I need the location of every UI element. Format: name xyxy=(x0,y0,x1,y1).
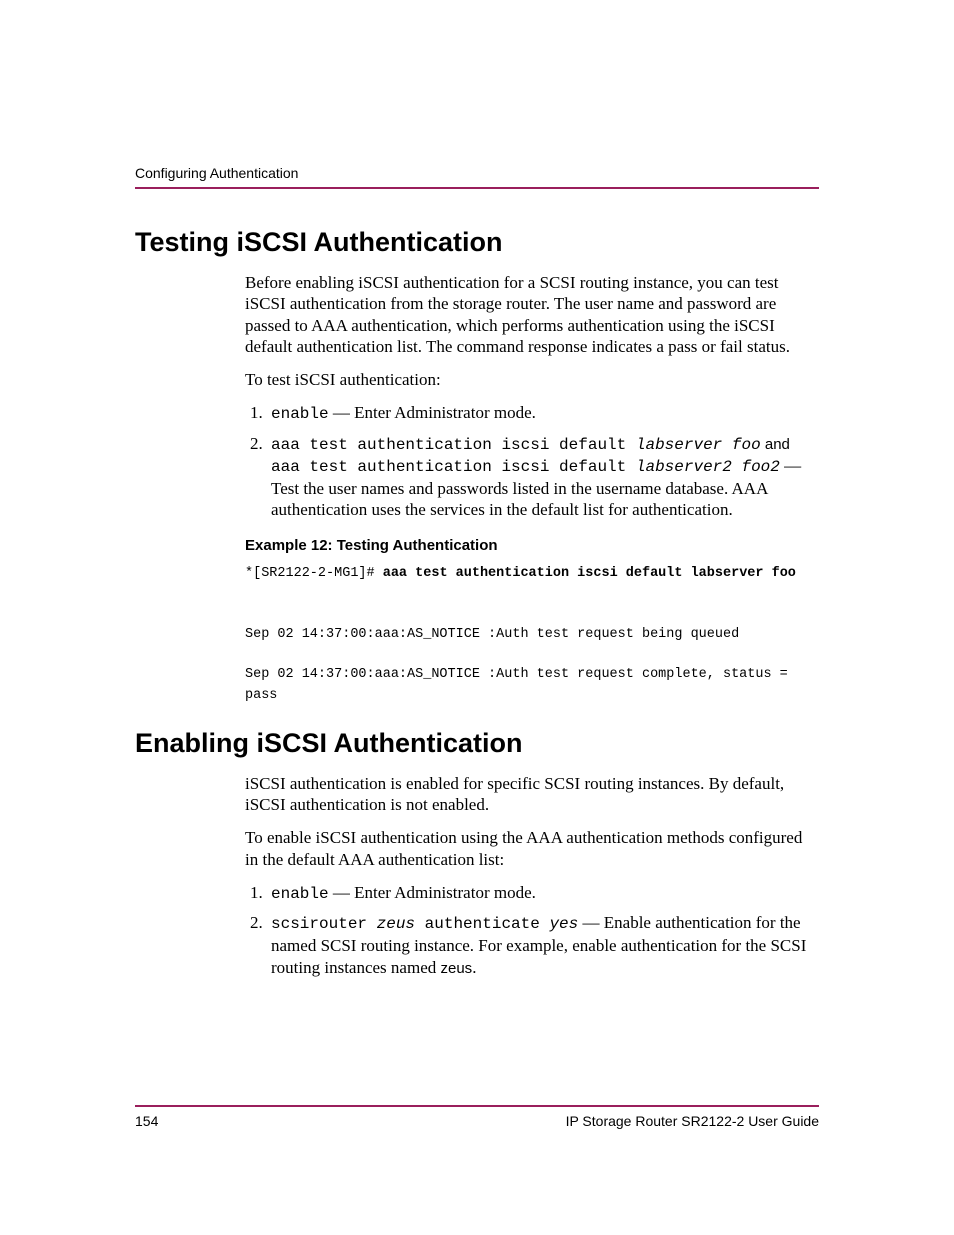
en-step2-cmd-mid: authenticate xyxy=(415,915,549,933)
enabling-intro: iSCSI authentication is enabled for spec… xyxy=(245,773,819,816)
heading-testing: Testing iSCSI Authentication xyxy=(135,227,819,258)
enabling-body: iSCSI authentication is enabled for spec… xyxy=(245,773,819,978)
testing-intro: Before enabling iSCSI authentication for… xyxy=(245,272,819,357)
step2-cmd2: aaa test authentication iscsi default xyxy=(271,458,636,476)
header-rule xyxy=(135,187,819,189)
testing-leadin: To test iSCSI authentication: xyxy=(245,369,819,390)
footer-row: 154 IP Storage Router SR2122-2 User Guid… xyxy=(135,1113,819,1129)
enabling-steps: enable — Enter Administrator mode. scsir… xyxy=(245,882,819,978)
testing-step-2: aaa test authentication iscsi default la… xyxy=(267,433,819,521)
step2-cmd1: aaa test authentication iscsi default xyxy=(271,436,636,454)
step1-desc: — Enter Administrator mode. xyxy=(329,403,536,422)
testing-steps: enable — Enter Administrator mode. aaa t… xyxy=(245,402,819,521)
testing-step-1: enable — Enter Administrator mode. xyxy=(267,402,819,424)
step1-cmd: enable xyxy=(271,405,329,423)
heading-enabling: Enabling iSCSI Authentication xyxy=(135,728,819,759)
step2-join: and xyxy=(761,436,790,453)
en-step2-desc-post: . xyxy=(472,958,476,977)
example-title: Example 12: Testing Authentication xyxy=(245,537,819,554)
en-step2-arg2: yes xyxy=(549,915,578,933)
doc-title: IP Storage Router SR2122-2 User Guide xyxy=(566,1113,819,1129)
en-step1-cmd: enable xyxy=(271,885,329,903)
code-block: *[SR2122-2-MG1]# aaa test authentication… xyxy=(245,564,819,706)
code-prompt: *[SR2122-2-MG1]# xyxy=(245,566,383,581)
running-header-text: Configuring Authentication xyxy=(135,165,819,181)
en-step1-desc: — Enter Administrator mode. xyxy=(329,883,536,902)
en-step2-cmd-pre: scsirouter xyxy=(271,915,377,933)
code-command: aaa test authentication iscsi default la… xyxy=(383,566,796,581)
enabling-step-2: scsirouter zeus authenticate yes — Enabl… xyxy=(267,912,819,978)
page-footer: 154 IP Storage Router SR2122-2 User Guid… xyxy=(135,1105,819,1129)
step2-cmd1-args: labserver foo xyxy=(636,436,761,454)
page-content: Testing iSCSI Authentication Before enab… xyxy=(135,215,819,990)
en-step2-arg1: zeus xyxy=(377,915,415,933)
enabling-step-1: enable — Enter Administrator mode. xyxy=(267,882,819,904)
testing-body: Before enabling iSCSI authentication for… xyxy=(245,272,819,706)
page-number: 154 xyxy=(135,1113,158,1129)
en-step2-desc-name: zeus xyxy=(441,960,473,977)
enabling-leadin: To enable iSCSI authentication using the… xyxy=(245,827,819,870)
code-output-2: Sep 02 14:37:00:aaa:AS_NOTICE :Auth test… xyxy=(245,667,796,702)
code-output-1: Sep 02 14:37:00:aaa:AS_NOTICE :Auth test… xyxy=(245,627,739,642)
step2-cmd2-args: labserver2 foo2 xyxy=(636,458,780,476)
page-header: Configuring Authentication xyxy=(135,165,819,189)
footer-rule xyxy=(135,1105,819,1107)
page: Configuring Authentication Testing iSCSI… xyxy=(0,0,954,1235)
